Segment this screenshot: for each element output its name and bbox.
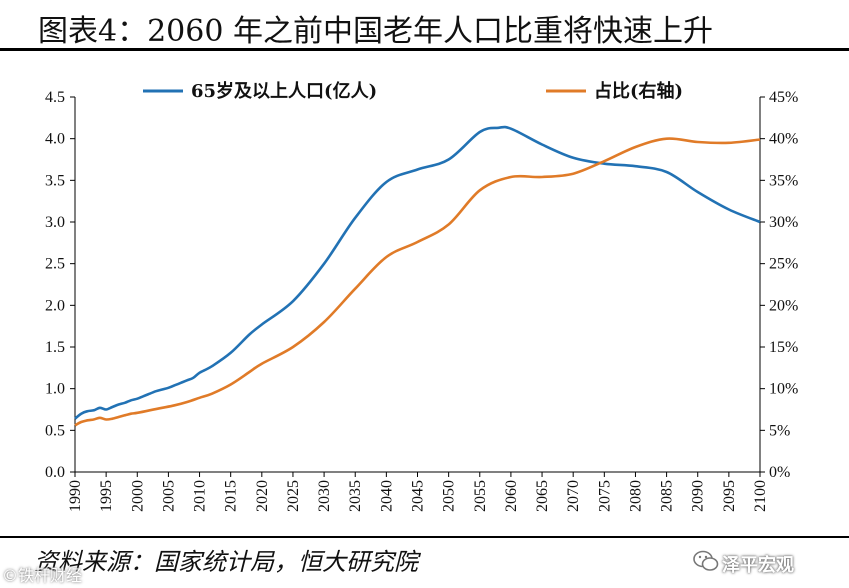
y-left-tick-label: 2.0 bbox=[45, 297, 65, 314]
y-right-tick-label: 10% bbox=[769, 381, 798, 398]
chart-axes: 0.0 0% 0.5 5% 1.0 10% 1.5 15% 2.0 20% 2.5 25% 3.0 30%… bbox=[45, 89, 798, 512]
x-tick-label: 2045 bbox=[410, 480, 427, 512]
y-left-tick-label: 4.0 bbox=[45, 131, 65, 148]
y-right-tick-label: 25% bbox=[769, 256, 798, 273]
y-left-tick-label: 3.5 bbox=[45, 172, 65, 189]
y-left-tick-label: 4.5 bbox=[45, 89, 65, 106]
series-line-population bbox=[74, 125, 761, 420]
series-line-ratio bbox=[74, 137, 761, 427]
y-left-tick-label: 2.5 bbox=[45, 256, 65, 273]
x-tick-label: 2050 bbox=[441, 480, 458, 512]
x-tick-label: 2065 bbox=[534, 480, 551, 512]
y-left-tick-label: 1.5 bbox=[45, 339, 65, 356]
x-tick-label: 2035 bbox=[347, 480, 364, 512]
y-left-tick-label: 3.0 bbox=[45, 214, 65, 231]
y-right-tick-label: 45% bbox=[769, 89, 798, 106]
x-tick-label: 2015 bbox=[223, 480, 240, 512]
page-title: 图表4：2060 年之前中国老年人口比重将快速上升 bbox=[38, 14, 713, 49]
x-tick-label: 2090 bbox=[690, 480, 707, 512]
y-left-tick-label: 0.0 bbox=[45, 464, 65, 481]
x-tick-label: 2100 bbox=[752, 480, 769, 512]
x-tick-label: 2080 bbox=[627, 480, 644, 512]
x-tick-label: 1995 bbox=[98, 480, 115, 512]
y-right-tick-label: 0% bbox=[769, 464, 790, 481]
y-right-tick-label: 20% bbox=[769, 297, 798, 314]
legend-label-ratio: 占比(右轴) bbox=[594, 80, 683, 102]
watermark: ©铁杆财经 bbox=[2, 566, 83, 585]
y-left-tick-label: 1.0 bbox=[45, 381, 65, 398]
y-right-tick-label: 35% bbox=[769, 172, 798, 189]
x-tick-label: 2005 bbox=[160, 480, 177, 512]
y-right-tick-label: 40% bbox=[769, 131, 798, 148]
chart-series bbox=[74, 125, 761, 427]
x-tick-label: 2055 bbox=[472, 480, 489, 512]
x-tick-label: 1990 bbox=[67, 480, 84, 512]
x-tick-label: 2085 bbox=[659, 480, 676, 512]
y-left-tick-label: 0.5 bbox=[45, 422, 65, 439]
y-right-tick-label: 30% bbox=[769, 214, 798, 231]
x-tick-label: 2025 bbox=[285, 480, 302, 512]
source-note: 资料来源：国家统计局，恒大研究院 bbox=[34, 548, 418, 576]
x-tick-label: 2095 bbox=[721, 480, 738, 512]
footer-divider bbox=[0, 536, 849, 538]
x-tick-label: 2040 bbox=[378, 480, 395, 512]
x-tick-label: 2030 bbox=[316, 480, 333, 512]
wechat-icon bbox=[693, 550, 719, 571]
brand-name: 泽平宏观 bbox=[722, 555, 794, 576]
title-divider bbox=[0, 48, 849, 51]
x-tick-label: 2075 bbox=[596, 480, 613, 512]
legend-label-population: 65岁及以上人口(亿人) bbox=[191, 80, 377, 102]
chart-legend: 65岁及以上人口(亿人) 占比(右轴) bbox=[143, 80, 683, 102]
x-tick-label: 2020 bbox=[254, 480, 271, 512]
y-right-tick-label: 15% bbox=[769, 339, 798, 356]
x-tick-label: 2060 bbox=[503, 480, 520, 512]
y-right-tick-label: 5% bbox=[769, 422, 790, 439]
x-tick-label: 2000 bbox=[129, 480, 146, 512]
x-tick-label: 2070 bbox=[565, 480, 582, 512]
x-tick-label: 2010 bbox=[192, 480, 209, 512]
